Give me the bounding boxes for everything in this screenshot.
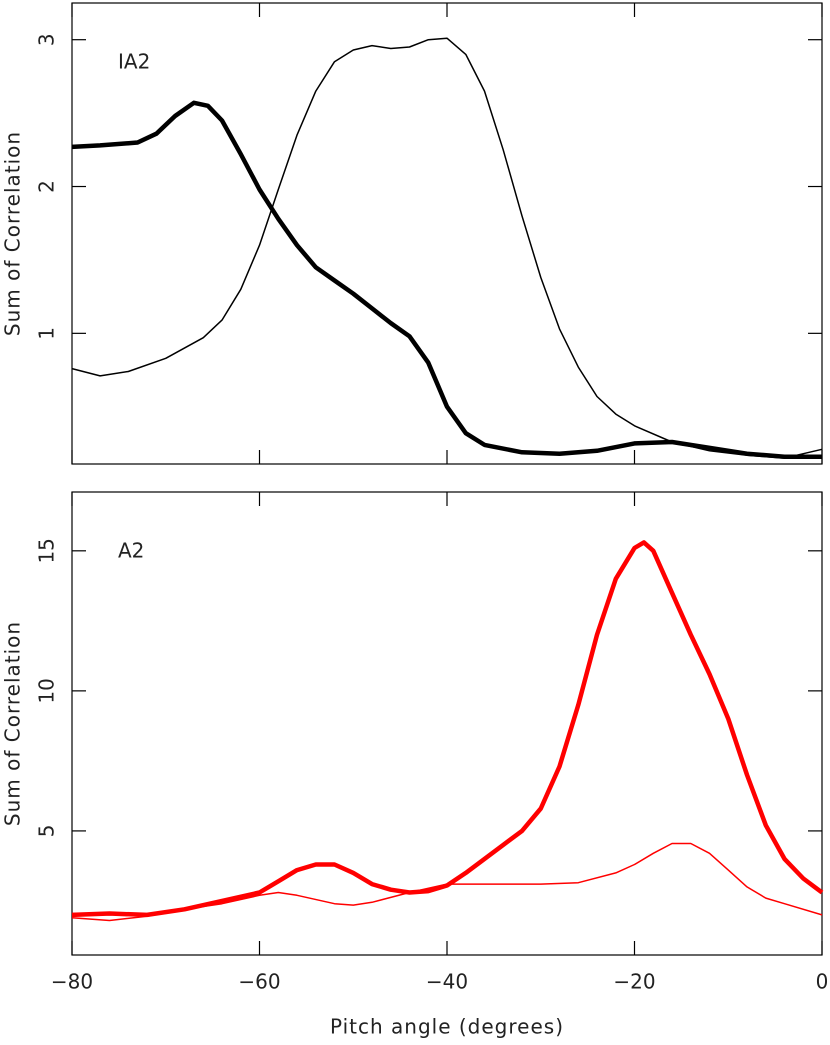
x-tick-label: −80 (51, 970, 93, 994)
x-axis-label: Pitch angle (degrees) (330, 1015, 564, 1039)
x-tick-label: −20 (613, 970, 655, 994)
x-tick-label: −40 (426, 970, 468, 994)
data-line (71, 37, 823, 459)
y-tick-label: 2 (35, 180, 59, 193)
y-tick-label: 10 (35, 678, 59, 703)
data-line (71, 842, 823, 922)
y-axis-label: Sum of Correlation (1, 621, 25, 826)
panel-label: A2 (118, 539, 144, 563)
y-tick-label: 5 (35, 825, 59, 838)
y-tick-label: 1 (35, 327, 59, 340)
y-axis-label: Sum of Correlation (1, 131, 25, 336)
x-tick-label: −60 (238, 970, 280, 994)
y-tick-label: 15 (35, 538, 59, 563)
panel-label: IA2 (118, 50, 150, 74)
x-tick-label: 0 (816, 970, 829, 994)
plot-frame (71, 2, 823, 465)
data-line (71, 540, 824, 918)
data-line (71, 100, 822, 459)
y-tick-label: 3 (35, 33, 59, 46)
